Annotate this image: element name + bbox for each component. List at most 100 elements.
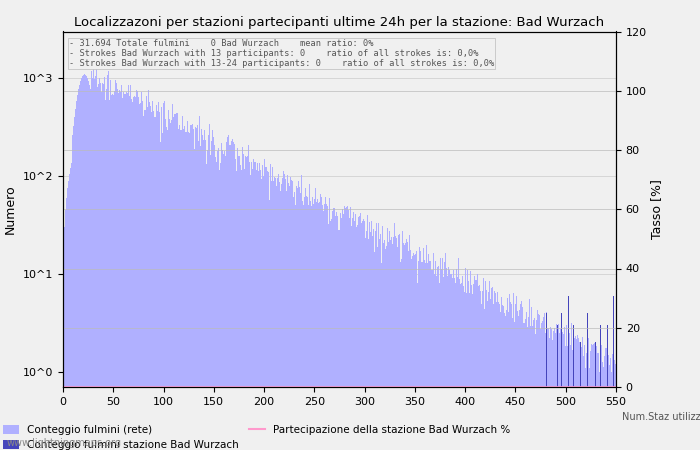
Bar (363, 220, 365, 450)
Bar (222, 150, 223, 450)
Bar (119, 90, 120, 450)
Bar (423, 248, 424, 450)
Bar (459, 279, 460, 450)
Bar (324, 204, 326, 450)
Bar (68, 180, 69, 450)
Bar (452, 278, 453, 450)
Bar (390, 240, 391, 450)
Bar (212, 130, 213, 450)
Bar (514, 322, 515, 450)
Bar (157, 111, 158, 450)
Bar (441, 269, 442, 450)
Bar (614, 360, 615, 450)
Bar (584, 369, 586, 450)
Bar (368, 239, 369, 450)
Bar (475, 280, 476, 450)
Bar (433, 253, 434, 450)
Bar (333, 207, 335, 450)
Bar (136, 90, 137, 450)
Bar (573, 325, 574, 450)
Bar (600, 353, 601, 450)
Bar (162, 103, 164, 450)
Bar (141, 92, 142, 450)
Bar (531, 325, 533, 450)
Bar (392, 244, 393, 450)
Bar (339, 230, 340, 450)
Bar (385, 248, 386, 450)
Bar (216, 162, 217, 450)
Bar (98, 84, 99, 450)
Bar (545, 312, 547, 450)
Bar (127, 93, 128, 450)
Bar (582, 338, 583, 450)
Bar (225, 156, 226, 450)
Bar (503, 306, 505, 450)
Bar (432, 270, 433, 450)
Bar (524, 319, 526, 450)
Text: www.lightningmaps.org: www.lightningmaps.org (7, 438, 122, 448)
Bar (591, 343, 592, 450)
Bar (276, 186, 277, 450)
Bar (580, 342, 581, 450)
Bar (416, 251, 417, 450)
Bar (187, 121, 188, 450)
Bar (304, 198, 305, 450)
Bar (370, 232, 371, 450)
Bar (284, 174, 285, 450)
Bar (80, 81, 81, 450)
Bar (218, 148, 219, 450)
Bar (266, 167, 267, 450)
Bar (494, 291, 496, 450)
Bar (579, 342, 580, 450)
Bar (427, 262, 428, 450)
Bar (372, 229, 374, 450)
Bar (120, 92, 121, 450)
Bar (205, 140, 206, 450)
Bar (607, 372, 608, 450)
Bar (328, 224, 330, 450)
Bar (604, 356, 605, 450)
Bar (114, 91, 116, 450)
Bar (150, 106, 151, 450)
Bar (270, 164, 271, 450)
Bar (379, 234, 381, 450)
Text: - 31.694 Totale fulmini    0 Bad Wurzach    mean ratio: 0%
- Strokes Bad Wurzach: - 31.694 Totale fulmini 0 Bad Wurzach me… (69, 39, 494, 68)
Bar (122, 98, 123, 450)
Bar (160, 107, 162, 450)
Bar (319, 202, 321, 450)
Bar (164, 119, 166, 450)
Bar (296, 186, 297, 450)
Bar (99, 77, 100, 450)
Bar (369, 222, 370, 450)
Bar (407, 242, 408, 450)
Partecipazione della stazione Bad Wurzach % (611, 384, 620, 390)
Bar (196, 128, 197, 450)
Bar (83, 75, 84, 450)
Bar (560, 329, 561, 450)
Bar (314, 199, 316, 450)
Bar (134, 95, 135, 450)
Bar (215, 157, 216, 450)
Bar (92, 78, 93, 450)
Bar (496, 302, 498, 450)
Bar (251, 162, 252, 450)
Bar (178, 125, 180, 450)
Bar (553, 331, 554, 450)
Bar (257, 162, 258, 450)
Bar (290, 177, 291, 450)
Bar (229, 145, 230, 450)
Bar (277, 178, 278, 450)
Bar (86, 76, 87, 450)
Bar (417, 283, 418, 450)
Bar (381, 263, 382, 450)
Bar (365, 231, 367, 450)
Bar (383, 243, 384, 450)
Bar (340, 218, 342, 450)
Bar (467, 270, 468, 450)
Bar (104, 77, 105, 450)
Bar (448, 267, 449, 450)
Bar (611, 372, 612, 450)
Bar (65, 210, 66, 450)
Bar (295, 205, 296, 450)
Bar (188, 132, 189, 450)
